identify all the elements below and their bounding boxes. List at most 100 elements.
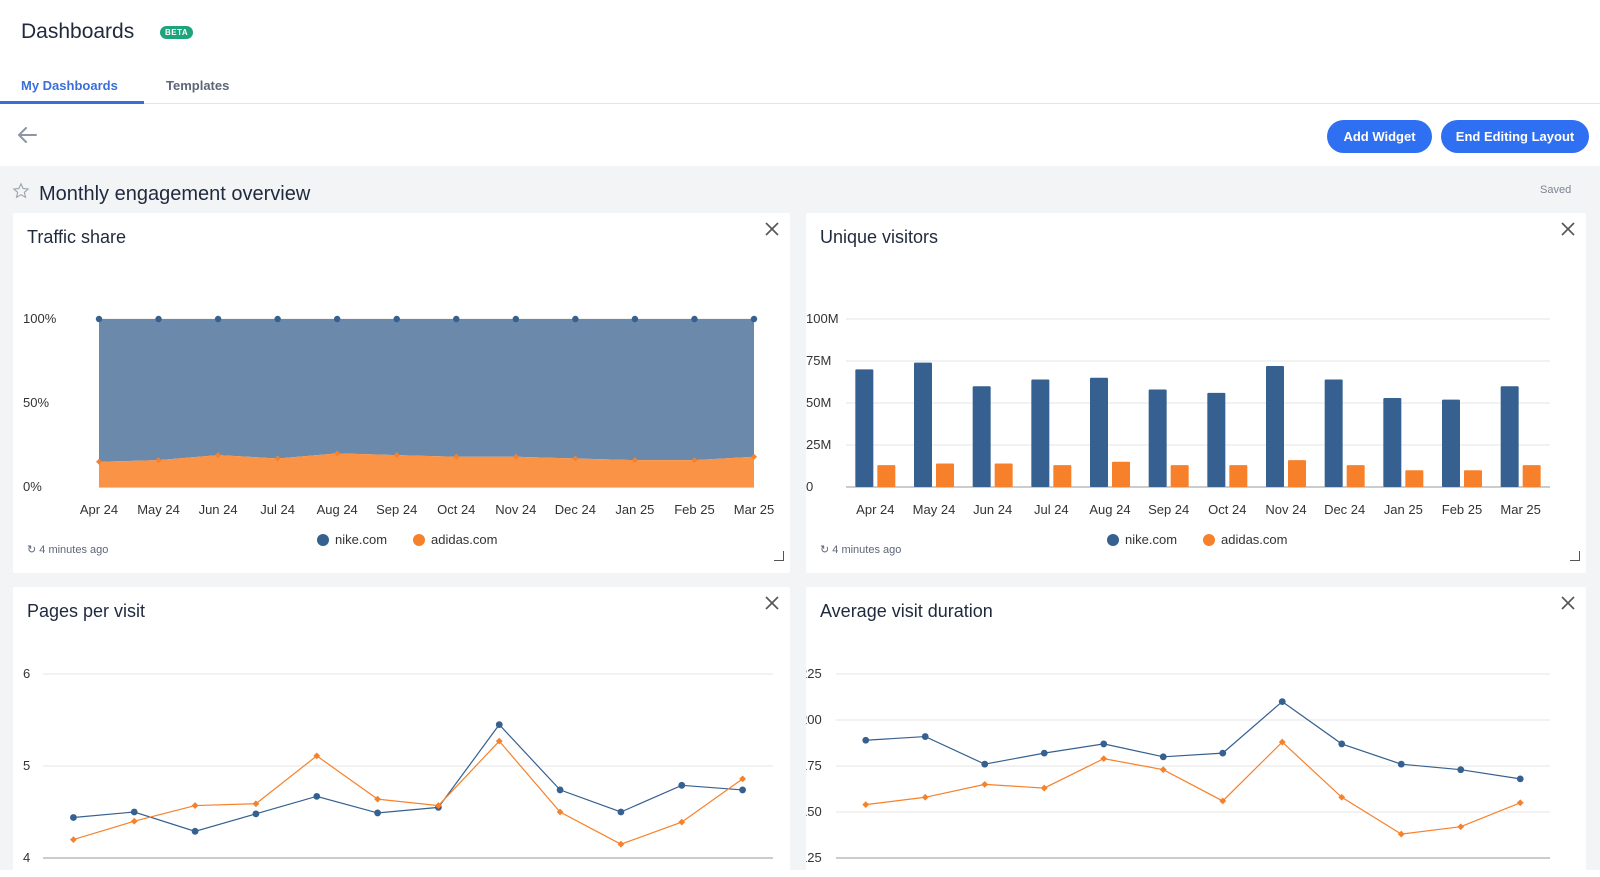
bar-nike: [1148, 389, 1167, 487]
legend-marker-nike: [1107, 534, 1119, 546]
line-adidas: [865, 741, 1521, 835]
point-nike: [556, 786, 564, 794]
point-adidas: [191, 802, 199, 809]
bar-nike: [1031, 379, 1050, 487]
bar-nike: [1383, 397, 1402, 487]
point-adidas: [1338, 793, 1346, 801]
x-tick-label: Dec 24: [555, 502, 596, 517]
point-adidas: [495, 737, 503, 745]
bar-nike: [1442, 399, 1460, 487]
point-adidas: [631, 457, 638, 464]
end-editing-layout-button[interactable]: End Editing Layout: [1441, 120, 1589, 153]
arrow-left-icon[interactable]: [14, 122, 40, 148]
point-adidas: [1040, 784, 1048, 792]
point-adidas: [453, 453, 460, 460]
tab-my-dashboards[interactable]: My Dashboards: [21, 78, 118, 93]
y-tick-label: 75M: [806, 353, 831, 368]
point-nike: [1516, 775, 1524, 783]
area-adidas: [99, 453, 754, 487]
bar-nike: [1090, 377, 1108, 487]
point-nike: [572, 315, 579, 323]
point-nike: [130, 808, 138, 816]
unique-visitors-chart: 0 25M 50M 75M 100M Apr 24 May 24 Jun 24 Jul 24 Au…: [806, 311, 1550, 547]
point-nike: [274, 315, 281, 323]
point-nike: [495, 721, 503, 728]
point-nike: [739, 786, 746, 794]
point-adidas: [313, 752, 321, 760]
widget-traffic-share[interactable]: Traffic share 0% 50% 100% Apr 24 May 24 Jun 2…: [13, 213, 790, 573]
x-tick-label: Sep 24: [376, 502, 417, 517]
page-title: Dashboards: [21, 20, 135, 43]
star-icon[interactable]: [12, 182, 30, 200]
point-nike: [512, 315, 520, 323]
point-adidas: [274, 455, 281, 462]
point-adidas: [435, 802, 442, 809]
point-adidas: [70, 836, 77, 843]
widget-unique-visitors[interactable]: Unique visitors 0 25M 50M 75M 100M Apr 24 May …: [806, 213, 1586, 573]
x-tick-label: Aug 24: [1089, 502, 1130, 517]
x-tick-label: Jul 24: [260, 502, 295, 517]
close-icon[interactable]: [1560, 221, 1576, 237]
resize-handle[interactable]: [774, 551, 784, 561]
legend-marker-nike: [317, 534, 329, 546]
point-nike: [862, 736, 870, 744]
point-adidas: [1278, 738, 1286, 746]
bar-adidas: [1229, 465, 1248, 487]
x-tick-label: Nov 24: [495, 502, 536, 517]
close-icon[interactable]: [764, 221, 780, 237]
widget-title: Pages per visit: [27, 601, 146, 621]
point-nike: [981, 760, 989, 768]
y-tick-label: 0: [806, 479, 813, 494]
point-nike: [333, 315, 341, 323]
resize-handle[interactable]: [1570, 551, 1580, 561]
point-nike: [678, 781, 686, 789]
last-updated-text: 4 minutes ago: [832, 544, 902, 556]
point-adidas: [334, 450, 341, 457]
close-icon[interactable]: [1560, 595, 1576, 611]
point-nike: [214, 315, 222, 323]
x-tick-label: Feb 25: [674, 502, 714, 517]
bar-adidas: [1112, 461, 1130, 487]
y-tick-label: 50%: [23, 395, 49, 410]
x-tick-label: May 24: [913, 502, 956, 517]
bar-adidas: [936, 463, 954, 487]
point-adidas: [1100, 755, 1108, 763]
bar-adidas: [1288, 460, 1306, 487]
point-nike: [691, 315, 698, 323]
active-tab-indicator: [0, 101, 144, 104]
x-tick-label: Oct 24: [437, 502, 475, 517]
point-nike: [1159, 753, 1167, 761]
bar-nike: [1324, 379, 1343, 487]
point-adidas: [155, 457, 162, 464]
point-adidas: [252, 800, 260, 808]
tab-templates[interactable]: Templates: [166, 78, 230, 93]
line-adidas: [73, 740, 743, 845]
bar-adidas: [1522, 465, 1541, 487]
point-nike: [1219, 749, 1227, 757]
add-widget-button[interactable]: Add Widget: [1327, 120, 1432, 153]
legend-label-nike: nike.com: [335, 532, 387, 547]
point-adidas: [617, 840, 625, 848]
point-adidas: [96, 458, 102, 465]
point-nike: [393, 315, 400, 323]
close-icon[interactable]: [764, 595, 780, 611]
point-adidas: [862, 801, 870, 809]
point-nike: [191, 827, 199, 835]
line-nike: [73, 723, 743, 832]
point-nike: [155, 315, 162, 323]
bar-nike: [972, 386, 991, 487]
point-adidas: [921, 793, 929, 801]
point-nike: [617, 808, 625, 816]
y-tick-label: 100%: [23, 311, 57, 326]
bar-adidas: [1464, 470, 1482, 487]
save-status: Saved: [1540, 184, 1572, 196]
widget-average-visit-duration[interactable]: Average visit duration 125150175200225Ap…: [806, 587, 1586, 877]
point-adidas: [751, 453, 757, 460]
area-nike: [99, 319, 754, 462]
point-nike: [750, 315, 758, 323]
legend-label-adidas: adidas.com: [431, 532, 497, 547]
dashboard-title[interactable]: Monthly engagement overview: [39, 183, 311, 205]
x-tick-label: Aug 24: [317, 502, 358, 517]
